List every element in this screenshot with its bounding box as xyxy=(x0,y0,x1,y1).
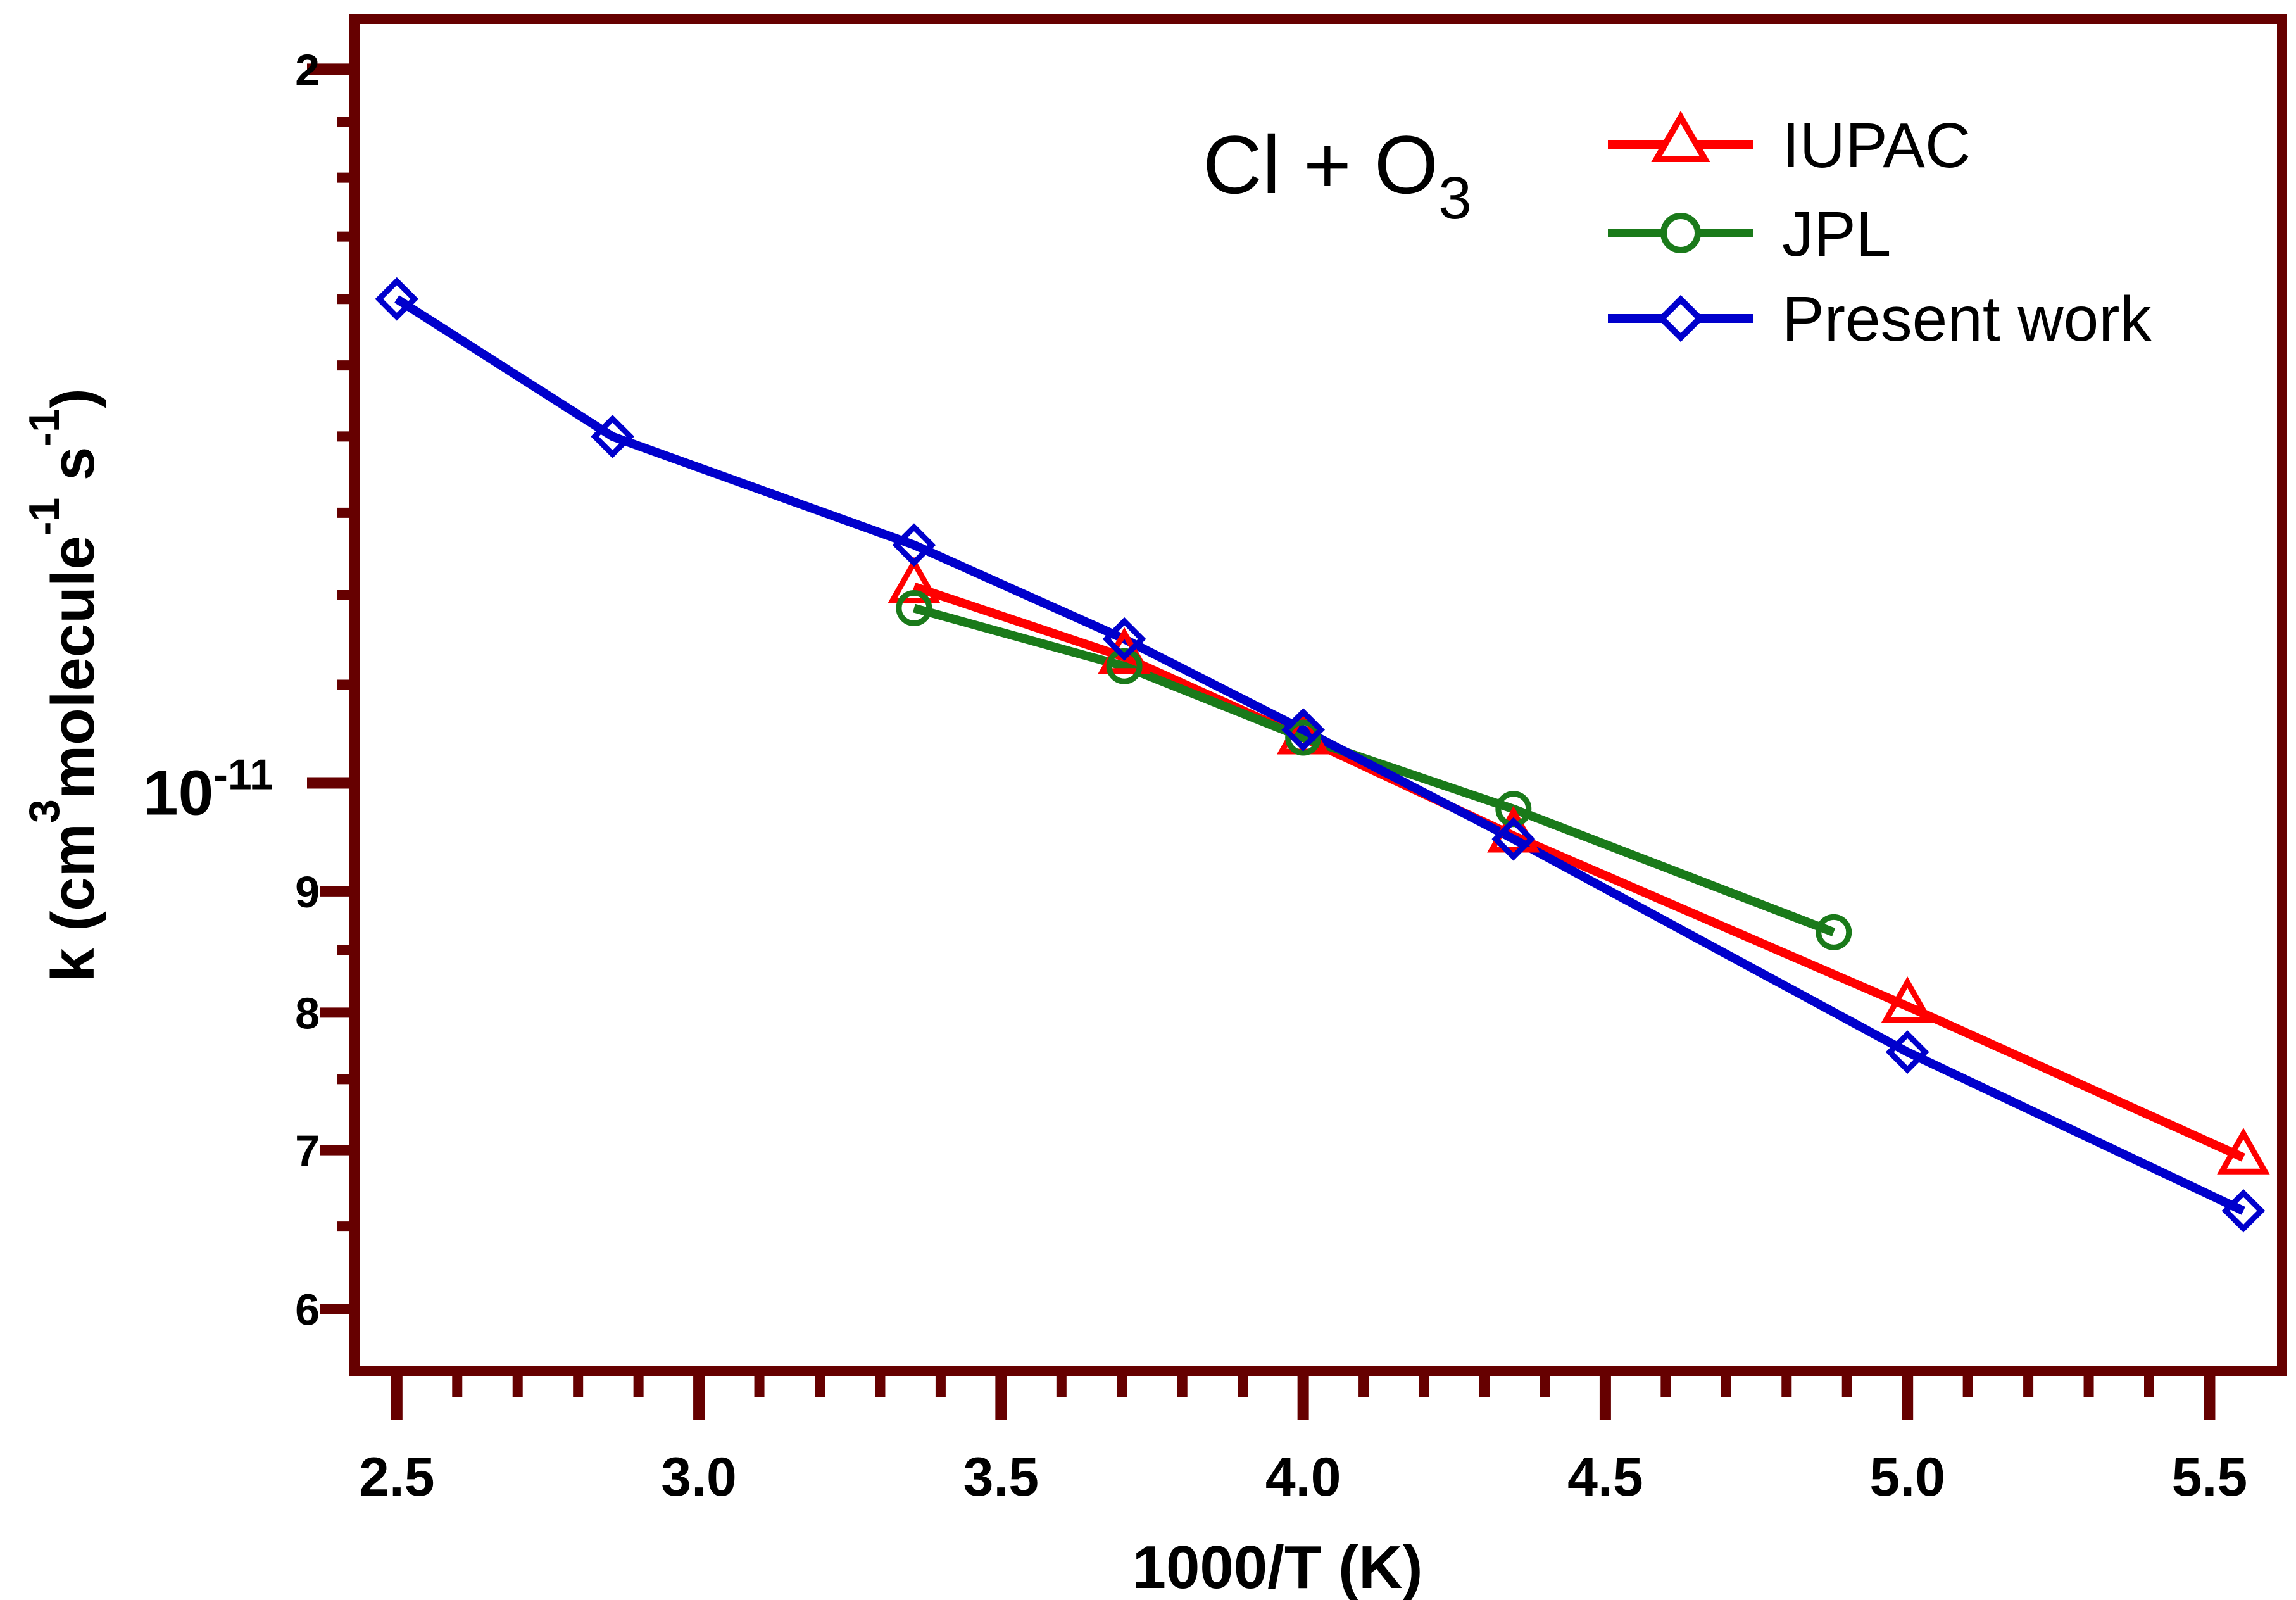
y-axis-title: k (cm3molecule-1 s-1) xyxy=(20,388,107,982)
data-point-jpl xyxy=(1285,719,1322,756)
annotation-subscript: 3 xyxy=(1438,165,1472,232)
data-point-present-work xyxy=(1885,1030,1929,1074)
x-tick-label: 3.0 xyxy=(661,1447,737,1508)
data-point-jpl xyxy=(1106,648,1143,684)
x-tick-label: 3.5 xyxy=(963,1447,1039,1508)
ylabel-sup3: -1 xyxy=(20,408,68,446)
y-tick-label: 8 xyxy=(295,988,320,1038)
ylabel-part1: k (cm xyxy=(39,823,107,982)
y-tick-label: 9 xyxy=(295,867,320,917)
axis-ticks xyxy=(307,63,2216,1420)
data-point-iupac xyxy=(888,557,941,604)
plot-frame xyxy=(349,14,2287,1376)
series-layer xyxy=(375,277,2270,1233)
data-point-present-work xyxy=(591,415,634,458)
x-tick-label: 5.5 xyxy=(2172,1447,2248,1508)
reaction-annotation: Cl + O3 xyxy=(1203,118,1472,232)
data-point-present-work xyxy=(1491,817,1536,861)
x-tick-label: 2.5 xyxy=(359,1447,435,1508)
legend-label-jpl: JPL xyxy=(1782,199,1891,270)
y-decade-label: 10-11 xyxy=(143,751,273,829)
data-point-jpl xyxy=(896,590,932,627)
legend: IUPAC JPL Present work xyxy=(1608,110,2152,355)
x-tick-label: 4.5 xyxy=(1567,1447,1643,1508)
legend-item-iupac: IUPAC xyxy=(1608,110,1971,181)
ylabel-sup1: 3 xyxy=(20,799,68,823)
data-point-iupac xyxy=(2217,1128,2270,1175)
ylabel-part4: ) xyxy=(39,388,107,408)
y-tick-label: 2 xyxy=(295,45,320,94)
ylabel-part2: molecule xyxy=(39,536,107,799)
tick-labels: 2.5 3.0 3.5 4.0 4.5 5.0 5.5 6 7 8 9 2 10-11 xyxy=(143,45,2247,1508)
data-point-present-work xyxy=(1281,708,1326,752)
data-point-jpl xyxy=(1816,914,1852,950)
legend-marker-jpl xyxy=(1660,213,1701,253)
legend-item-jpl: JPL xyxy=(1608,199,1891,270)
data-point-present-work xyxy=(1102,617,1146,661)
data-point-present-work xyxy=(892,523,936,567)
y-decade-exponent: -11 xyxy=(213,751,273,799)
y-tick-label: 7 xyxy=(295,1126,320,1176)
series-line-jpl xyxy=(913,603,1836,936)
legend-marker-iupac xyxy=(1651,110,1710,162)
y-decade-base: 10 xyxy=(143,758,213,829)
ylabel-sup2: -1 xyxy=(20,498,68,536)
x-axis-title: 1000/T (K) xyxy=(1132,1534,1423,1600)
legend-label-present-work: Present work xyxy=(1782,284,2152,355)
ylabel-part3: s xyxy=(39,447,107,498)
annotation-base: Cl + O xyxy=(1203,118,1438,211)
legend-label-iupac: IUPAC xyxy=(1782,110,1971,181)
legend-marker-present-work xyxy=(1657,294,1705,343)
data-point-present-work xyxy=(375,277,419,321)
data-point-present-work xyxy=(2221,1188,2266,1233)
data-point-iupac xyxy=(1881,976,1934,1023)
series-line-present-work xyxy=(394,295,2245,1215)
x-tick-label: 4.0 xyxy=(1265,1447,1341,1508)
legend-item-present-work: Present work xyxy=(1608,284,2152,355)
y-tick-label: 6 xyxy=(295,1285,320,1334)
x-tick-label: 5.0 xyxy=(1869,1447,1945,1508)
